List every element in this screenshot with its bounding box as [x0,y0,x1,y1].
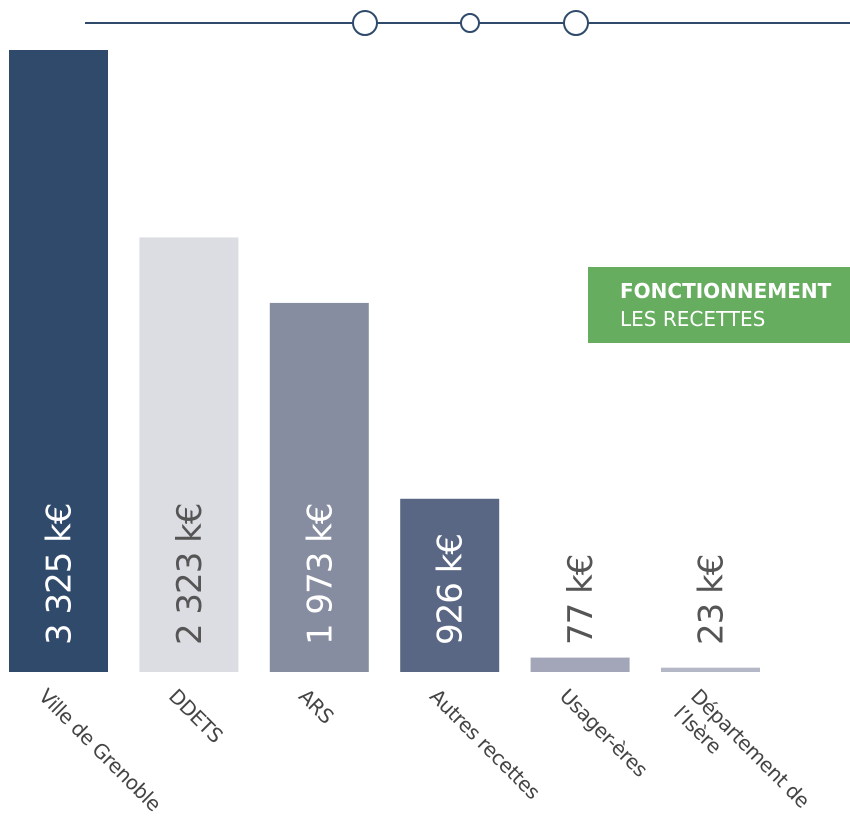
value-label: 2 323 k€ [170,504,210,645]
legend-subtitle: LES RECETTES [620,307,766,331]
value-label: 77 k€ [561,555,601,645]
value-label: 926 k€ [431,534,471,645]
dot [460,13,480,33]
legend-box: FONCTIONNEMENT LES RECETTES [588,267,850,343]
decoration [85,10,850,36]
value-label: 23 k€ [692,555,732,645]
bar [400,498,500,672]
bar [661,667,760,672]
bar [139,237,239,672]
bar [269,302,369,672]
bar [530,657,630,672]
bar [9,50,108,672]
dot [352,10,378,36]
legend-title: FONCTIONNEMENT [620,279,832,303]
value-label: 1 973 k€ [300,504,340,645]
value-label: 3 325 k€ [40,504,80,645]
dot [563,10,589,36]
